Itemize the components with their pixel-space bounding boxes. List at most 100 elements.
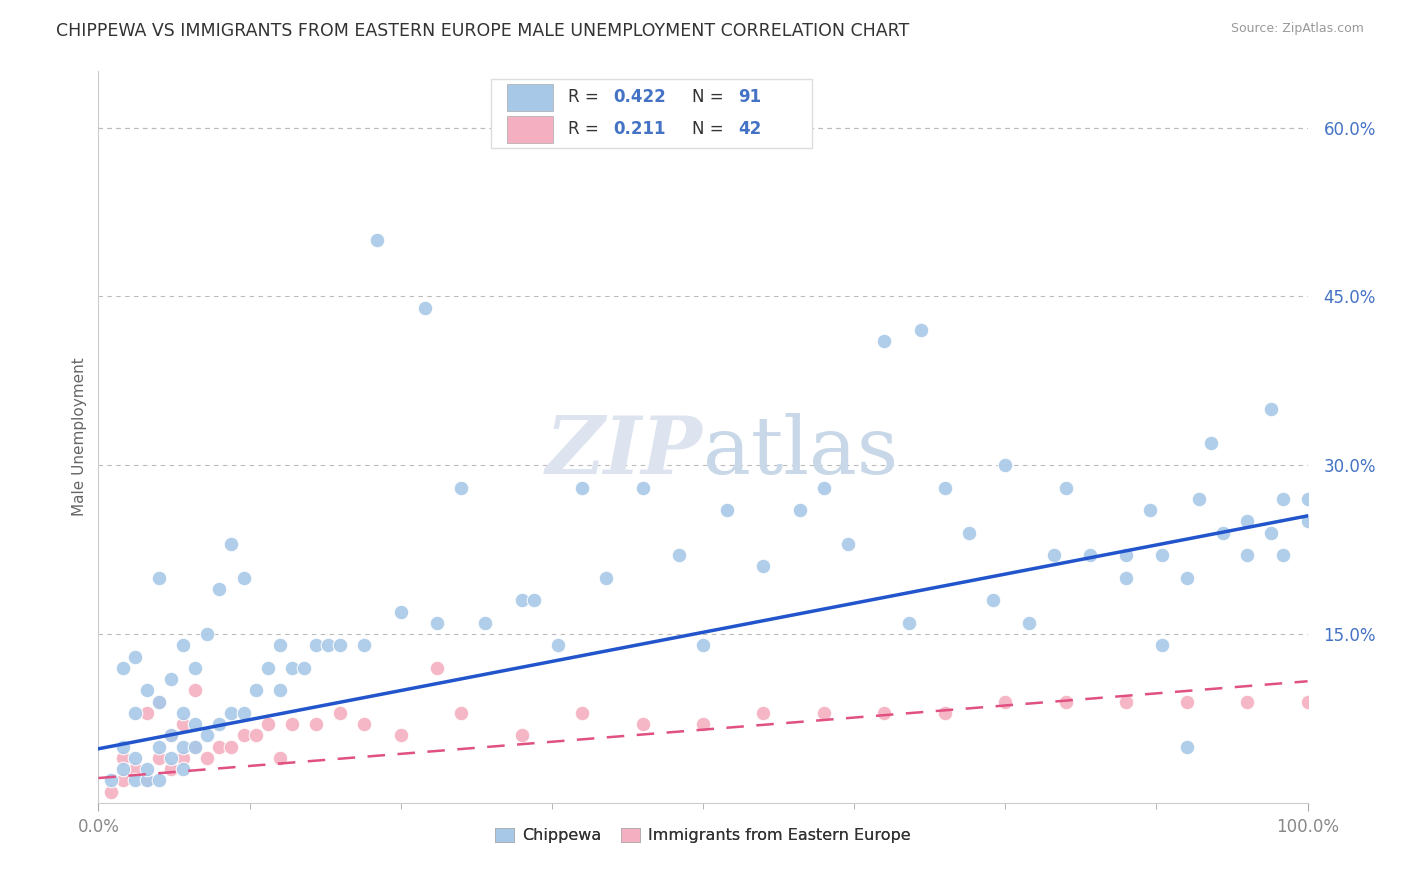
Point	[353, 638, 375, 652]
Y-axis label: Male Unemployment: Male Unemployment	[72, 358, 87, 516]
Point	[148, 751, 170, 765]
Point	[232, 571, 254, 585]
Point	[329, 638, 352, 652]
Text: atlas: atlas	[703, 413, 898, 491]
Point	[1115, 571, 1137, 585]
Point	[184, 683, 207, 698]
Point	[195, 751, 218, 765]
Point	[256, 661, 278, 675]
Point	[245, 683, 267, 698]
Point	[135, 773, 157, 788]
Point	[221, 739, 243, 754]
Point	[692, 638, 714, 652]
Point	[111, 762, 134, 776]
Point	[184, 661, 207, 675]
Point	[631, 481, 654, 495]
Text: 42: 42	[738, 120, 761, 138]
Point	[813, 481, 835, 495]
Point	[160, 728, 183, 742]
Point	[426, 661, 449, 675]
Point	[148, 571, 170, 585]
Point	[837, 537, 859, 551]
Text: N =: N =	[692, 120, 724, 138]
Point	[135, 706, 157, 720]
Text: 91: 91	[738, 88, 761, 106]
Point	[789, 503, 811, 517]
Point	[1042, 548, 1064, 562]
Point	[269, 751, 291, 765]
Point	[1296, 515, 1319, 529]
Point	[292, 661, 315, 675]
Point	[184, 739, 207, 754]
Point	[631, 717, 654, 731]
Point	[1175, 739, 1198, 754]
Point	[148, 773, 170, 788]
Text: ZIP: ZIP	[546, 413, 703, 491]
Point	[195, 627, 218, 641]
Legend: Chippewa, Immigrants from Eastern Europe: Chippewa, Immigrants from Eastern Europe	[489, 822, 917, 850]
Point	[124, 773, 146, 788]
Point	[1018, 615, 1040, 630]
Point	[208, 739, 231, 754]
Point	[269, 683, 291, 698]
Point	[124, 751, 146, 765]
Point	[221, 537, 243, 551]
Point	[873, 706, 896, 720]
Point	[208, 717, 231, 731]
Point	[668, 548, 690, 562]
Point	[160, 751, 183, 765]
Point	[389, 728, 412, 742]
Point	[994, 458, 1017, 473]
Text: Source: ZipAtlas.com: Source: ZipAtlas.com	[1230, 22, 1364, 36]
Point	[148, 694, 170, 708]
Point	[124, 762, 146, 776]
Point	[281, 717, 304, 731]
Text: R =: R =	[568, 120, 599, 138]
Point	[329, 706, 352, 720]
Point	[1296, 491, 1319, 506]
Point	[510, 593, 533, 607]
Point	[1272, 548, 1295, 562]
Point	[366, 233, 388, 247]
Point	[1188, 491, 1211, 506]
Point	[1152, 548, 1174, 562]
Point	[353, 717, 375, 731]
Point	[1078, 548, 1101, 562]
Point	[1260, 525, 1282, 540]
Point	[184, 717, 207, 731]
Point	[111, 773, 134, 788]
Point	[256, 717, 278, 731]
Point	[172, 762, 194, 776]
Point	[111, 661, 134, 675]
Point	[873, 334, 896, 349]
Point	[148, 694, 170, 708]
Point	[1175, 694, 1198, 708]
Point	[752, 559, 775, 574]
Point	[172, 706, 194, 720]
Point	[934, 481, 956, 495]
Point	[172, 739, 194, 754]
Point	[160, 728, 183, 742]
Point	[1296, 694, 1319, 708]
Point	[716, 503, 738, 517]
Point	[510, 728, 533, 742]
Point	[1199, 435, 1222, 450]
Point	[1175, 571, 1198, 585]
Point	[474, 615, 496, 630]
Point	[160, 672, 183, 686]
Bar	[508, 115, 553, 144]
Point	[981, 593, 1004, 607]
Point	[1236, 548, 1258, 562]
Point	[1152, 638, 1174, 652]
Point	[208, 582, 231, 596]
Point	[1272, 491, 1295, 506]
Point	[1054, 481, 1077, 495]
Text: N =: N =	[692, 88, 724, 106]
Point	[148, 739, 170, 754]
Point	[1139, 503, 1161, 517]
Point	[934, 706, 956, 720]
Point	[1115, 548, 1137, 562]
Point	[232, 728, 254, 742]
Point	[135, 773, 157, 788]
Text: 0.422: 0.422	[613, 88, 666, 106]
